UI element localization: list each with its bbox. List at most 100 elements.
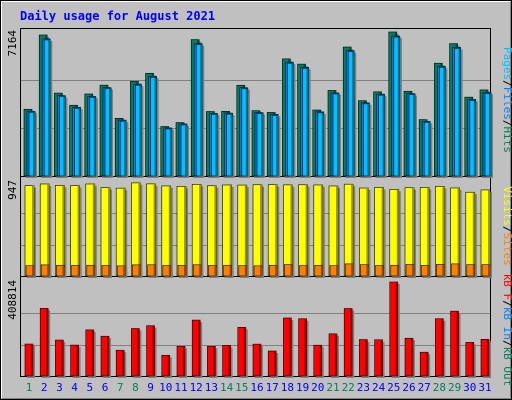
legend-sep-3: / xyxy=(501,226,512,233)
sites-bar-day-6 xyxy=(101,265,112,278)
visits-bar-day-19 xyxy=(298,184,310,278)
visits-max-label: 947 xyxy=(6,180,19,200)
pages-bar-day-8 xyxy=(135,84,144,178)
pages-bar-day-11-edge xyxy=(185,124,187,176)
kbytes-bar-day-12 xyxy=(191,319,203,378)
pages-bar-day-29 xyxy=(454,48,463,179)
legend-sep-5: / xyxy=(501,340,512,347)
sites-bar-day-22-edge xyxy=(351,263,354,276)
kbytes-bar-day-24-edge xyxy=(380,339,383,376)
pages-bar-day-12-edge xyxy=(200,44,203,176)
sites-bar-day-28 xyxy=(436,264,447,278)
kbytes-bar-day-16 xyxy=(252,343,263,378)
visits-bar-day-5 xyxy=(85,183,97,278)
pages-bar-day-21 xyxy=(332,93,341,178)
sites-bar-day-7 xyxy=(116,265,128,278)
pages-bar-day-12 xyxy=(195,44,205,178)
visits-bar-day-3-edge xyxy=(62,185,65,276)
sites-bar-day-24 xyxy=(375,265,386,278)
kbytes-bar-day-20-edge xyxy=(319,345,322,376)
pages-bar-day-17-edge xyxy=(276,115,279,176)
visits-bar-day-7 xyxy=(115,187,128,278)
sites-bar-day-12 xyxy=(192,264,204,278)
sites-bar-day-16-edge xyxy=(260,265,262,276)
kbytes-bar-day-9-edge xyxy=(152,325,155,376)
requests-legend: Pages/Files/Hits xyxy=(501,47,512,153)
sites-bar-day-5 xyxy=(86,264,97,278)
pages-bar-day-14-edge xyxy=(230,114,233,176)
kbytes-bar-day-10 xyxy=(161,354,172,378)
pages-bar-day-18-edge xyxy=(291,63,294,176)
day-label-18: 18 xyxy=(281,381,294,394)
legend-hits: Hits xyxy=(501,127,512,154)
kbytes-bar-day-25-edge xyxy=(395,282,398,376)
pages-bar-day-10-edge xyxy=(169,128,172,176)
pages-bar-day-4-edge xyxy=(78,108,81,176)
pages-bar-day-15 xyxy=(241,88,250,178)
pages-bar-day-23-edge xyxy=(367,103,370,176)
pages-bar-day-4 xyxy=(74,107,83,178)
sites-bar-day-28-edge xyxy=(442,264,445,276)
kbytes-bar-day-19 xyxy=(298,318,309,378)
sites-bar-day-25 xyxy=(390,264,401,278)
sites-bar-day-15-edge xyxy=(244,265,247,276)
pages-bar-day-20-edge xyxy=(321,112,324,176)
visits-bar-day-17 xyxy=(267,184,280,278)
kbytes-bar-day-22-edge xyxy=(350,308,353,376)
day-label-28: 28 xyxy=(433,381,446,394)
sites-bar-day-27-edge xyxy=(427,265,430,276)
visits-bar-day-11-edge xyxy=(184,186,186,276)
kbytes-bar-day-26-edge xyxy=(411,338,413,376)
pages-bar-day-16-edge xyxy=(261,113,263,176)
sites-bar-day-13-edge xyxy=(214,265,217,276)
day-label-22: 22 xyxy=(342,381,355,394)
pages-bar-day-8-edge xyxy=(139,85,142,176)
kbytes-bar-day-1 xyxy=(24,343,35,378)
kbytes-bar-day-28 xyxy=(435,318,446,378)
kbytes-legend: kB F/kB In/kB Out xyxy=(501,274,512,387)
sites-bar-day-17 xyxy=(268,264,280,278)
pages-bar-day-14 xyxy=(226,113,235,178)
sites-bar-day-2 xyxy=(40,264,52,278)
kbytes-bar-day-28-edge xyxy=(441,318,444,376)
sites-bar-day-26-edge xyxy=(412,264,414,276)
visits-bar-day-20 xyxy=(313,184,325,278)
day-label-10: 10 xyxy=(159,381,172,394)
visits-bar-day-18-edge xyxy=(290,184,293,276)
day-label-11: 11 xyxy=(174,381,187,394)
visits-bar-day-16-edge xyxy=(260,184,262,276)
day-label-29: 29 xyxy=(448,381,461,394)
sites-bar-day-11-edge xyxy=(184,265,186,276)
sites-bar-day-2-edge xyxy=(47,264,50,276)
visits-bar-day-2 xyxy=(39,183,52,278)
legend-sep-1: / xyxy=(501,80,512,87)
day-label-30: 30 xyxy=(463,381,476,394)
day-label-9: 9 xyxy=(147,381,154,394)
pages-bar-day-13 xyxy=(211,113,220,178)
visits-bar-day-27 xyxy=(419,187,432,278)
kbytes-bar-day-20 xyxy=(313,344,324,378)
visits-bar-day-17-edge xyxy=(275,184,278,276)
pages-bar-day-30 xyxy=(469,100,478,178)
visits-bar-day-23-edge xyxy=(366,188,369,276)
kbytes-bar-day-17-edge xyxy=(274,351,277,376)
kbytes-bar-day-6 xyxy=(100,335,111,378)
pages-bar-day-25-edge xyxy=(397,37,400,177)
day-label-25: 25 xyxy=(387,381,400,394)
kbytes-bar-day-17 xyxy=(267,350,279,378)
visits-bar-day-11 xyxy=(176,186,188,278)
kbytes-bar-day-26 xyxy=(404,337,415,378)
visits-bar-day-6 xyxy=(100,187,112,278)
visits-bar-day-9 xyxy=(146,183,158,278)
day-label-19: 19 xyxy=(296,381,309,394)
kbytes-bar-day-3-edge xyxy=(61,340,64,376)
visits-bar-day-3 xyxy=(55,185,67,278)
sites-bar-day-10 xyxy=(162,265,173,278)
kbytes-bar-day-11-edge xyxy=(183,346,185,376)
visits-bar-day-4-edge xyxy=(77,185,80,276)
day-label-13: 13 xyxy=(205,381,218,394)
pages-bar-day-11 xyxy=(180,124,189,178)
visits-legend: Visits/Sites xyxy=(501,186,512,266)
pages-bar-day-24 xyxy=(378,94,387,178)
visits-bar-day-25-edge xyxy=(396,189,399,276)
